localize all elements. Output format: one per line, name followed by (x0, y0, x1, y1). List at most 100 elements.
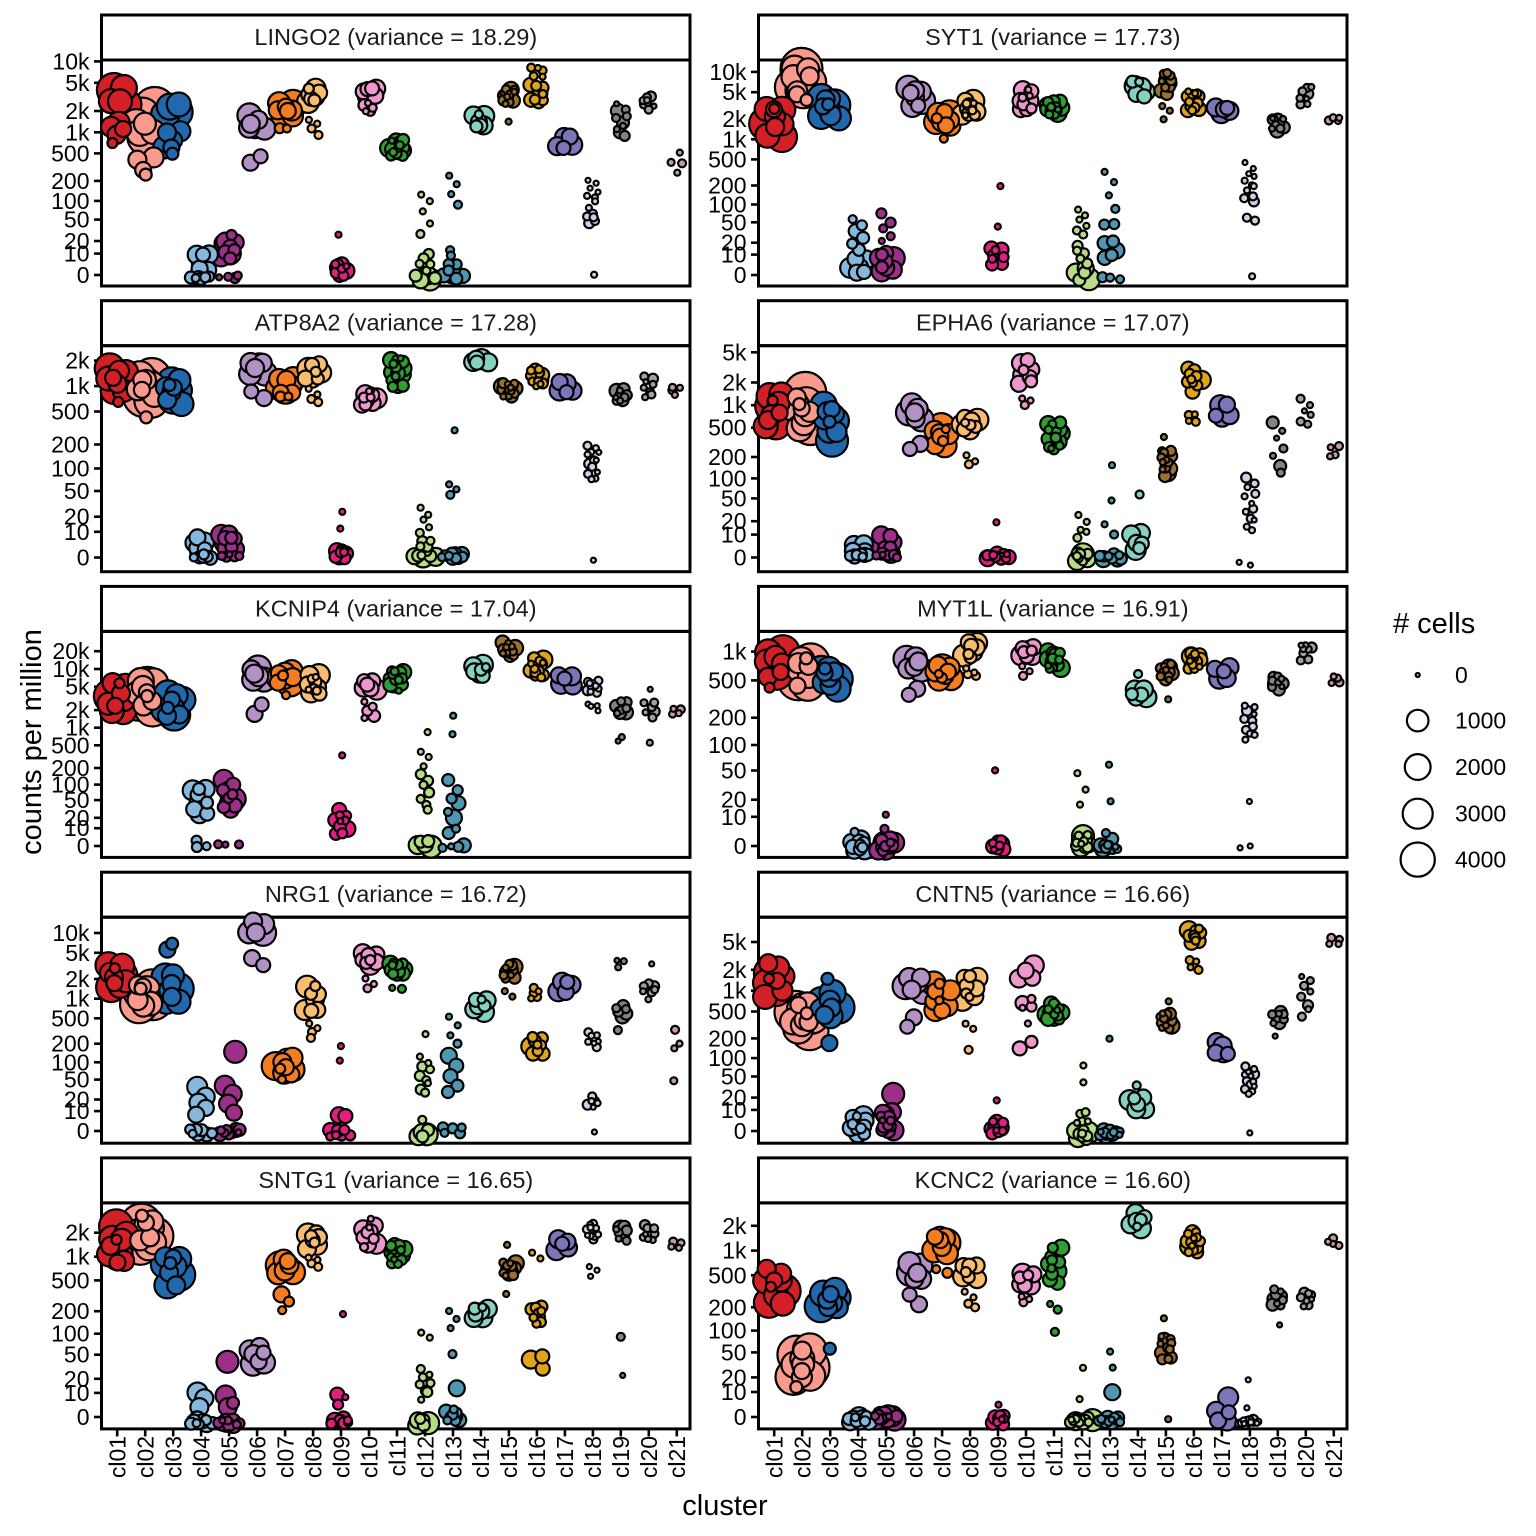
svg-text:10: 10 (721, 1379, 747, 1405)
svg-text:20: 20 (64, 805, 90, 831)
svg-text:NRG1 (variance = 16.72): NRG1 (variance = 16.72) (265, 881, 527, 907)
svg-text:500: 500 (51, 1267, 89, 1293)
svg-text:cl13: cl13 (1097, 1436, 1123, 1478)
svg-text:cl01: cl01 (762, 1436, 788, 1478)
svg-text:50: 50 (64, 1067, 90, 1093)
svg-text:50: 50 (721, 1339, 747, 1365)
svg-text:cl11: cl11 (384, 1436, 410, 1477)
svg-text:5k: 5k (65, 674, 90, 700)
svg-text:cl01: cl01 (105, 1436, 131, 1478)
svg-text:2k: 2k (65, 1220, 90, 1246)
svg-text:cl12: cl12 (1069, 1436, 1095, 1478)
svg-text:500: 500 (708, 415, 746, 441)
svg-text:cl05: cl05 (873, 1436, 899, 1478)
svg-text:1k: 1k (722, 392, 747, 418)
svg-text:KCNIP4 (variance = 17.04): KCNIP4 (variance = 17.04) (255, 595, 536, 621)
svg-text:SYT1 (variance = 17.73): SYT1 (variance = 17.73) (925, 24, 1180, 50)
svg-text:cl20: cl20 (636, 1436, 662, 1478)
svg-text:cl06: cl06 (901, 1436, 927, 1478)
svg-text:cl08: cl08 (300, 1436, 326, 1478)
svg-text:200: 200 (51, 1298, 89, 1324)
svg-text:cl16: cl16 (1181, 1436, 1207, 1478)
svg-text:10: 10 (64, 241, 90, 267)
svg-text:50: 50 (64, 478, 90, 504)
svg-text:20: 20 (721, 508, 747, 534)
svg-text:cl18: cl18 (1237, 1436, 1263, 1478)
svg-text:0: 0 (1455, 662, 1468, 688)
svg-text:50: 50 (64, 1342, 90, 1368)
svg-text:0: 0 (77, 833, 90, 859)
svg-text:500: 500 (708, 999, 746, 1025)
svg-text:cl09: cl09 (985, 1436, 1011, 1478)
svg-text:1000: 1000 (1455, 708, 1506, 734)
svg-text:2k: 2k (65, 98, 90, 124)
svg-text:500: 500 (708, 667, 746, 693)
svg-text:2k: 2k (65, 966, 90, 992)
svg-text:20: 20 (64, 504, 90, 530)
svg-text:100: 100 (51, 1049, 89, 1075)
svg-text:1k: 1k (65, 373, 90, 399)
svg-text:20: 20 (721, 1364, 747, 1390)
svg-text:20: 20 (721, 230, 747, 256)
svg-text:10k: 10k (709, 59, 747, 85)
svg-text:cl14: cl14 (468, 1436, 494, 1478)
svg-text:2k: 2k (722, 370, 747, 396)
svg-text:cl05: cl05 (216, 1436, 242, 1478)
svg-text:500: 500 (708, 146, 746, 172)
svg-text:10k: 10k (52, 656, 90, 682)
svg-text:100: 100 (708, 732, 746, 758)
svg-text:cl19: cl19 (1265, 1436, 1291, 1478)
svg-text:50: 50 (64, 787, 90, 813)
svg-text:0: 0 (734, 833, 747, 859)
svg-text:cl15: cl15 (496, 1436, 522, 1478)
svg-text:200: 200 (708, 444, 746, 470)
svg-text:cl21: cl21 (664, 1436, 690, 1478)
svg-text:20: 20 (64, 228, 90, 254)
svg-text:cl17: cl17 (552, 1436, 578, 1478)
svg-text:MYT1L (variance = 16.91): MYT1L (variance = 16.91) (917, 595, 1188, 621)
svg-text:LINGO2 (variance = 18.29): LINGO2 (variance = 18.29) (254, 24, 537, 50)
svg-text:50: 50 (721, 485, 747, 511)
svg-text:0: 0 (734, 1118, 747, 1144)
svg-text:cl20: cl20 (1293, 1436, 1319, 1478)
svg-text:1k: 1k (65, 119, 90, 145)
svg-text:5k: 5k (65, 940, 90, 966)
svg-text:cl03: cl03 (161, 1436, 187, 1478)
svg-text:1k: 1k (722, 126, 747, 152)
svg-text:1k: 1k (722, 639, 747, 665)
svg-text:20k: 20k (52, 638, 90, 664)
svg-text:500: 500 (51, 399, 89, 425)
svg-text:500: 500 (51, 732, 89, 758)
svg-text:cl04: cl04 (845, 1436, 871, 1478)
svg-text:20: 20 (64, 1366, 90, 1392)
svg-text:# cells: # cells (1393, 608, 1475, 640)
svg-text:cl19: cl19 (608, 1436, 634, 1478)
svg-text:cl15: cl15 (1153, 1436, 1179, 1478)
svg-text:cl08: cl08 (957, 1436, 983, 1478)
svg-text:cl16: cl16 (524, 1436, 550, 1478)
svg-text:2k: 2k (65, 348, 90, 374)
svg-text:EPHA6 (variance = 17.07): EPHA6 (variance = 17.07) (916, 310, 1190, 336)
svg-text:0: 0 (77, 262, 90, 288)
svg-text:cl21: cl21 (1321, 1436, 1347, 1478)
svg-text:0: 0 (77, 1118, 90, 1144)
svg-text:100: 100 (708, 1045, 746, 1071)
svg-text:cl07: cl07 (272, 1436, 298, 1478)
svg-text:0: 0 (734, 262, 747, 288)
svg-text:10k: 10k (52, 48, 90, 74)
svg-text:200: 200 (51, 755, 89, 781)
svg-text:cl07: cl07 (929, 1436, 955, 1478)
svg-text:20: 20 (721, 1085, 747, 1111)
svg-text:KCNC2 (variance = 16.60): KCNC2 (variance = 16.60) (915, 1167, 1191, 1193)
svg-text:5k: 5k (722, 929, 747, 955)
svg-text:20: 20 (721, 787, 747, 813)
svg-text:1k: 1k (65, 715, 90, 741)
svg-text:cl17: cl17 (1209, 1436, 1235, 1478)
svg-text:100: 100 (708, 192, 746, 218)
svg-text:cl18: cl18 (580, 1436, 606, 1478)
svg-text:200: 200 (708, 1025, 746, 1051)
svg-text:10: 10 (721, 242, 747, 268)
svg-text:100: 100 (51, 772, 89, 798)
svg-text:500: 500 (51, 140, 89, 166)
svg-text:10: 10 (64, 1098, 90, 1124)
